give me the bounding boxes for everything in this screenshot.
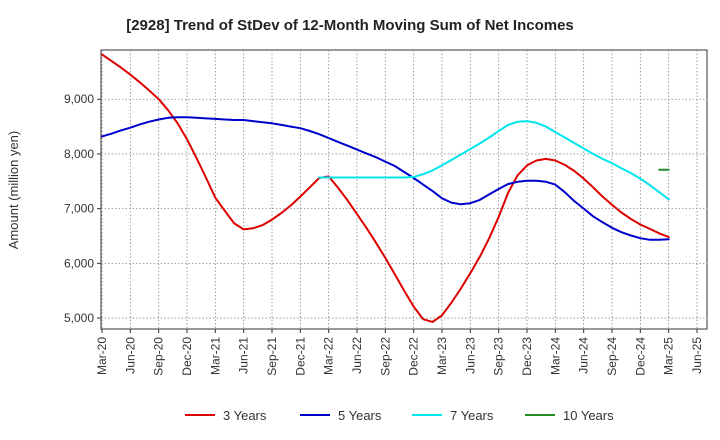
x-tick-label: Dec-23: [520, 337, 534, 376]
x-tick-label: Dec-24: [633, 337, 647, 376]
x-tick-label: Sep-23: [492, 337, 506, 376]
x-tick-label: Mar-20: [95, 337, 109, 375]
legend-label: 7 Years: [450, 408, 494, 423]
y-tick-label: 6,000: [64, 256, 94, 270]
x-tick-label: Mar-21: [208, 337, 222, 375]
x-tick-label: Jun-23: [463, 337, 477, 374]
legend-label: 5 Years: [338, 408, 382, 423]
legend-item-5-years: 5 Years: [300, 408, 382, 423]
x-tick-label: Jun-22: [350, 337, 364, 374]
x-tick-label: Dec-21: [293, 337, 307, 376]
y-axis-label: Amount (million yen): [6, 131, 21, 250]
x-tick-label: Dec-20: [180, 337, 194, 376]
x-tick-label: Sep-24: [605, 337, 619, 376]
x-tick-label: Jun-21: [237, 337, 251, 374]
x-tick-label: Jun-24: [577, 337, 591, 374]
series-line-5-years: [101, 116, 670, 241]
x-tick-label: Mar-23: [435, 337, 449, 375]
legend: 3 Years 5 Years 7 Years 10 Years: [185, 408, 614, 423]
plot-frame: [100, 49, 708, 330]
x-tick-label: Sep-20: [152, 337, 166, 376]
series-line-7-years: [318, 120, 670, 201]
x-tick-label: Mar-22: [322, 337, 336, 375]
legend-item-10-years: 10 Years: [525, 408, 614, 423]
y-tick-label: 7,000: [64, 202, 94, 216]
legend-item-7-years: 7 Years: [412, 408, 494, 423]
legend-label: 10 Years: [563, 408, 614, 423]
x-tick-label: Mar-25: [662, 337, 676, 375]
x-tick-label: Sep-22: [378, 337, 392, 376]
y-tick-label: 5,000: [64, 311, 94, 325]
x-axis-ticks: Mar-20 Jun-20 Sep-20 Dec-20 Mar-21 Jun-21 Sep-…: [95, 329, 704, 376]
chart-title: [2928] Trend of StDev of 12-Month Moving…: [126, 17, 574, 34]
x-tick-label: Jun-25: [690, 337, 704, 374]
y-axis-ticks: 5,000 6,000 7,000 8,000 9,000: [64, 92, 101, 325]
legend-item-3-years: 3 Years: [185, 408, 267, 423]
plot-area: 5,000 6,000 7,000 8,000 9,000 Mar-20 Jun-20 Se…: [64, 49, 708, 376]
grid-lines: [101, 50, 707, 329]
y-tick-label: 8,000: [64, 147, 94, 161]
x-tick-label: Mar-24: [548, 337, 562, 375]
series-line-3-years: [101, 53, 670, 323]
legend-label: 3 Years: [223, 408, 267, 423]
x-tick-label: Jun-20: [123, 337, 137, 374]
y-tick-label: 9,000: [64, 92, 94, 106]
x-tick-label: Dec-22: [407, 337, 421, 376]
x-tick-label: Sep-21: [265, 337, 279, 376]
series-layer: [101, 53, 670, 323]
